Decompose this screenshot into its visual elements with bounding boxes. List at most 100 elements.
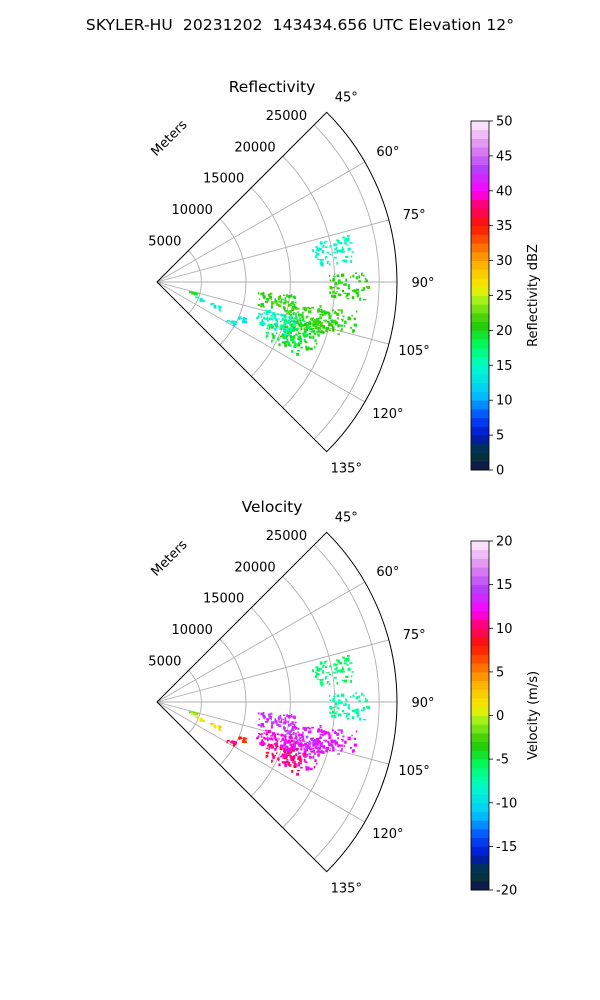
echo-pixel <box>333 698 335 701</box>
echo-pixel <box>293 341 296 344</box>
colorbar-segment <box>471 269 489 279</box>
echo-pixel <box>337 317 339 320</box>
echo-pixel <box>326 750 329 753</box>
echo-pixel <box>297 350 300 352</box>
colorbar-segment <box>471 312 489 323</box>
echo-pixel <box>278 318 280 320</box>
echo-pixel <box>351 330 354 333</box>
echo-pixel <box>282 748 286 751</box>
echo-pixel <box>322 734 324 737</box>
echo-pixel <box>290 324 292 328</box>
echo-pixel <box>316 678 320 680</box>
echo-pixel <box>350 276 352 278</box>
echo-pixel <box>303 743 307 747</box>
echo-pixel <box>326 261 329 265</box>
echo-pixel <box>266 754 269 758</box>
echo-pixel <box>284 324 286 329</box>
echo-pixel <box>305 753 308 756</box>
echo-pixel <box>304 727 308 731</box>
echo-pixel <box>321 331 325 334</box>
echo-pixel <box>338 744 342 747</box>
echo-pixel <box>346 244 349 246</box>
echo-pixel <box>323 739 326 741</box>
echo-pixel <box>293 335 296 337</box>
colorbar-segment <box>471 846 489 856</box>
azimuth-tick-label: 60° <box>376 145 399 160</box>
echo-pixel <box>322 733 326 736</box>
echo-pixel <box>297 727 300 730</box>
echo-pixel <box>300 346 303 349</box>
echo-pixel <box>218 306 221 308</box>
echo-pixel <box>336 694 340 697</box>
echo-pixel <box>234 321 237 325</box>
velocity-panel: Velocity 5000 10000 15000 20000 25000 45° 60°… <box>148 498 541 899</box>
echo-pixel <box>272 745 274 748</box>
echo-pixel <box>319 679 323 681</box>
echo-pixel <box>320 322 323 324</box>
echo-region <box>314 305 358 335</box>
echo-pixel <box>345 238 349 242</box>
echo-pixel <box>324 739 326 743</box>
echo-pixel <box>289 295 292 298</box>
echo-pixel <box>298 324 301 327</box>
echo-pixel <box>272 325 274 328</box>
colorbar-segment <box>471 584 489 594</box>
echo-pixel <box>322 245 325 248</box>
echo-pixel <box>293 764 297 768</box>
echo-pixel <box>343 679 347 683</box>
echo-pixel <box>289 737 292 740</box>
echo-pixel <box>275 326 277 329</box>
echo-pixel <box>267 738 269 742</box>
echo-pixel <box>319 681 323 685</box>
echo-pixel <box>312 320 315 324</box>
echo-pixel <box>338 699 341 703</box>
echo-pixel <box>302 731 304 735</box>
echo-pixel <box>317 328 319 332</box>
echo-pixel <box>333 243 336 247</box>
echo-pixel <box>350 260 353 262</box>
echo-pixel <box>257 315 260 319</box>
reflectivity-azimuth-ticks: 45° 60° 75° 90° 105° 120° 135° <box>331 91 435 477</box>
echo-pixel <box>352 694 355 698</box>
echo-pixel <box>266 311 268 314</box>
echo-pixel <box>328 694 331 697</box>
echo-pixel <box>268 748 270 751</box>
echo-region <box>256 309 297 336</box>
echo-pixel <box>289 749 292 752</box>
echo-region <box>328 692 370 721</box>
echo-pixel <box>268 328 270 331</box>
azimuth-tick-label: 135° <box>331 881 362 896</box>
echo-pixel <box>293 320 296 323</box>
echo-pixel <box>321 330 325 332</box>
colorbar-segment <box>471 820 489 830</box>
echo-pixel <box>270 735 273 737</box>
echo-pixel <box>302 738 305 741</box>
echo-pixel <box>306 753 309 757</box>
echo-pixel <box>329 706 332 710</box>
echo-pixel <box>337 660 341 664</box>
azimuth-spoke <box>156 219 389 283</box>
echo-pixel <box>287 303 291 307</box>
echo-pixel <box>343 283 346 286</box>
echo-pixel <box>290 293 293 298</box>
colorbar-segment <box>471 295 489 305</box>
echo-pixel <box>295 741 299 744</box>
echo-pixel <box>335 705 337 708</box>
echo-pixel <box>295 753 298 756</box>
echo-pixel <box>353 323 357 327</box>
echo-pixel <box>303 333 306 336</box>
echo-pixel <box>322 313 326 316</box>
echo-pixel <box>232 743 236 747</box>
echo-pixel <box>315 762 318 765</box>
echo-pixel <box>329 699 331 702</box>
echo-pixel <box>356 288 359 291</box>
echo-pixel <box>328 263 331 266</box>
colorbar-segment <box>471 837 489 847</box>
echo-pixel <box>265 334 267 339</box>
echo-pixel <box>289 323 292 326</box>
echo-pixel <box>285 320 287 322</box>
echo-pixel <box>290 739 294 743</box>
echo-pixel <box>305 744 309 748</box>
echo-pixel <box>276 739 279 743</box>
echo-pixel <box>269 295 272 299</box>
